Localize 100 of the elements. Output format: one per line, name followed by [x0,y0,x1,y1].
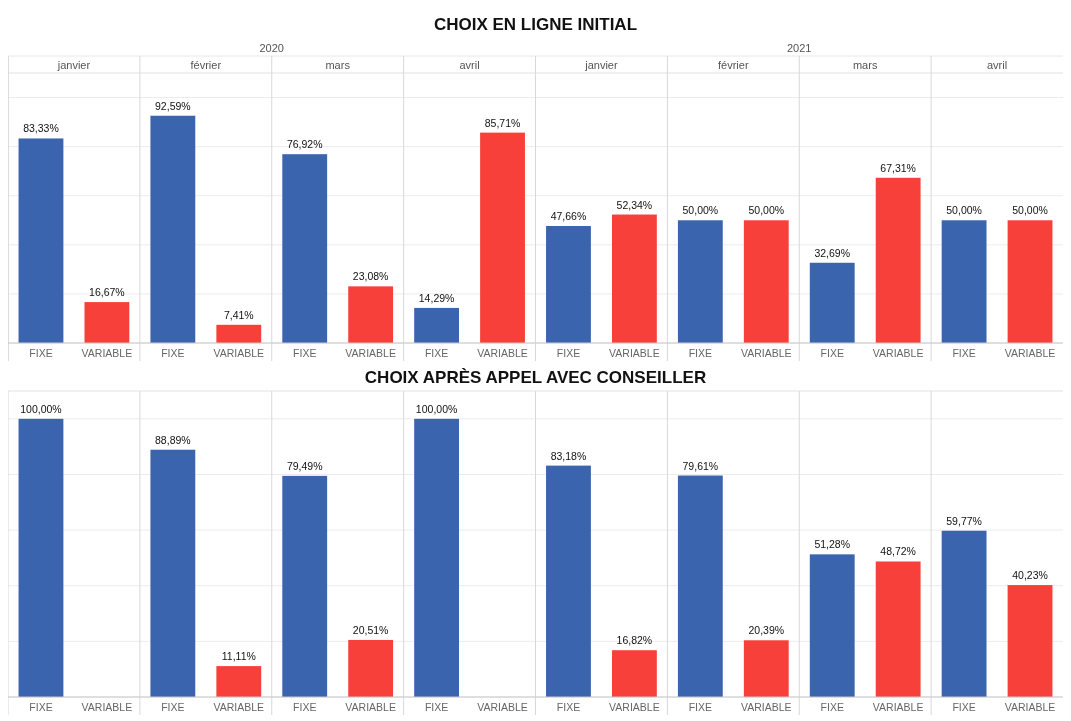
text: VARIABLE [740,347,792,359]
series-label: VARIABLE [1004,347,1056,359]
text: FIXE [556,701,581,713]
data-label: 16,82% [616,634,653,647]
data-label: 32,69% [814,246,851,259]
text: FIXE [424,701,449,713]
data-label: 47,66% [550,210,587,223]
data-label: 51,28% [814,538,851,551]
data-label: 100,00% [20,402,62,415]
bar [809,554,855,697]
x-tick-label: mars [852,59,878,71]
text: FIXE [556,347,581,359]
text: FIXE [293,347,317,359]
text: FIXE [688,701,713,713]
text: VARIABLE [740,701,792,713]
bar [480,132,525,343]
text: FIXE [820,701,844,713]
bar [941,530,987,697]
text: FIXE [688,347,713,359]
bar [1007,220,1053,343]
data-label: 85,71% [484,116,521,129]
series-label: FIXE [29,347,53,359]
x-tick-label: janvier [56,59,91,71]
text: FIXE [161,347,185,359]
text: 2021 [787,42,812,54]
bar [677,220,723,343]
data-label: 20,51% [352,623,389,636]
data-label: 50,00% [1012,204,1048,217]
data-label: 14,29% [418,291,455,304]
data-label: 83,18% [550,449,587,462]
x-tick-label: février [190,59,222,71]
data-label: 50,00% [946,204,982,217]
text: VARIABLE [345,347,396,359]
data-label: 88,89% [155,433,191,446]
data-label: 79,61% [682,459,719,472]
series-label: FIXE [29,701,53,713]
data-label: 48,72% [880,545,916,558]
x-tick-label: janvier [584,59,618,71]
bar [18,418,64,697]
data-label: 23,08% [352,270,389,283]
text: FIXE [293,701,317,713]
data-label: 92,59% [155,99,191,112]
bar [348,639,394,697]
data-label: 16,67% [89,286,125,299]
text: VARIABLE [872,701,924,713]
data-label: 20,39% [748,624,785,637]
bar [743,640,789,697]
text: VARIABLE [345,701,396,713]
bar [611,214,657,343]
bar [1007,585,1053,697]
text: VARIABLE [213,701,265,713]
text: VARIABLE [609,347,660,359]
bar [743,220,789,343]
bar [875,177,921,343]
x-tick-label: février [718,59,749,71]
text: 2020 [259,42,284,54]
data-label: 76,92% [286,138,323,151]
bar [611,650,657,697]
text: VARIABLE [213,347,265,359]
text: VARIABLE [477,701,528,713]
bar [216,666,262,697]
data-label: 79,49% [286,459,323,472]
text: VARIABLE [81,347,133,359]
x-tick-label: avril [986,59,1008,71]
series-label: VARIABLE [1004,701,1056,713]
data-label: 67,31% [880,161,916,174]
bar [414,307,460,343]
bar [348,286,394,343]
text: FIXE [161,701,185,713]
bar [150,115,196,343]
bar [941,220,987,343]
x-tick-label: avril [459,59,480,71]
text: VARIABLE [81,701,133,713]
bar [875,561,921,697]
bar [546,226,591,343]
bar [84,302,130,343]
data-label: 50,00% [682,204,719,217]
bar [18,138,64,343]
data-label: 59,77% [946,514,982,527]
data-label: 40,23% [1012,569,1048,582]
chart-title: CHOIX APRÈS APPEL AVEC CONSEILLER [364,368,707,387]
text: VARIABLE [609,701,660,713]
data-label: 11,11% [221,650,256,663]
bar [414,418,460,697]
bar [677,475,723,697]
chart-title: CHOIX EN LIGNE INITIAL [433,15,638,34]
bar [546,465,591,697]
text: FIXE [424,347,449,359]
text: FIXE [952,347,976,359]
bar [809,262,855,343]
text: VARIABLE [872,347,924,359]
text: VARIABLE [477,347,528,359]
data-label: 50,00% [748,204,785,217]
bar [150,449,196,697]
data-label: 52,34% [616,198,653,211]
bar [282,154,328,343]
x-tick-label: mars [325,59,351,71]
text: FIXE [952,701,976,713]
bar [216,324,262,343]
text: FIXE [820,347,844,359]
